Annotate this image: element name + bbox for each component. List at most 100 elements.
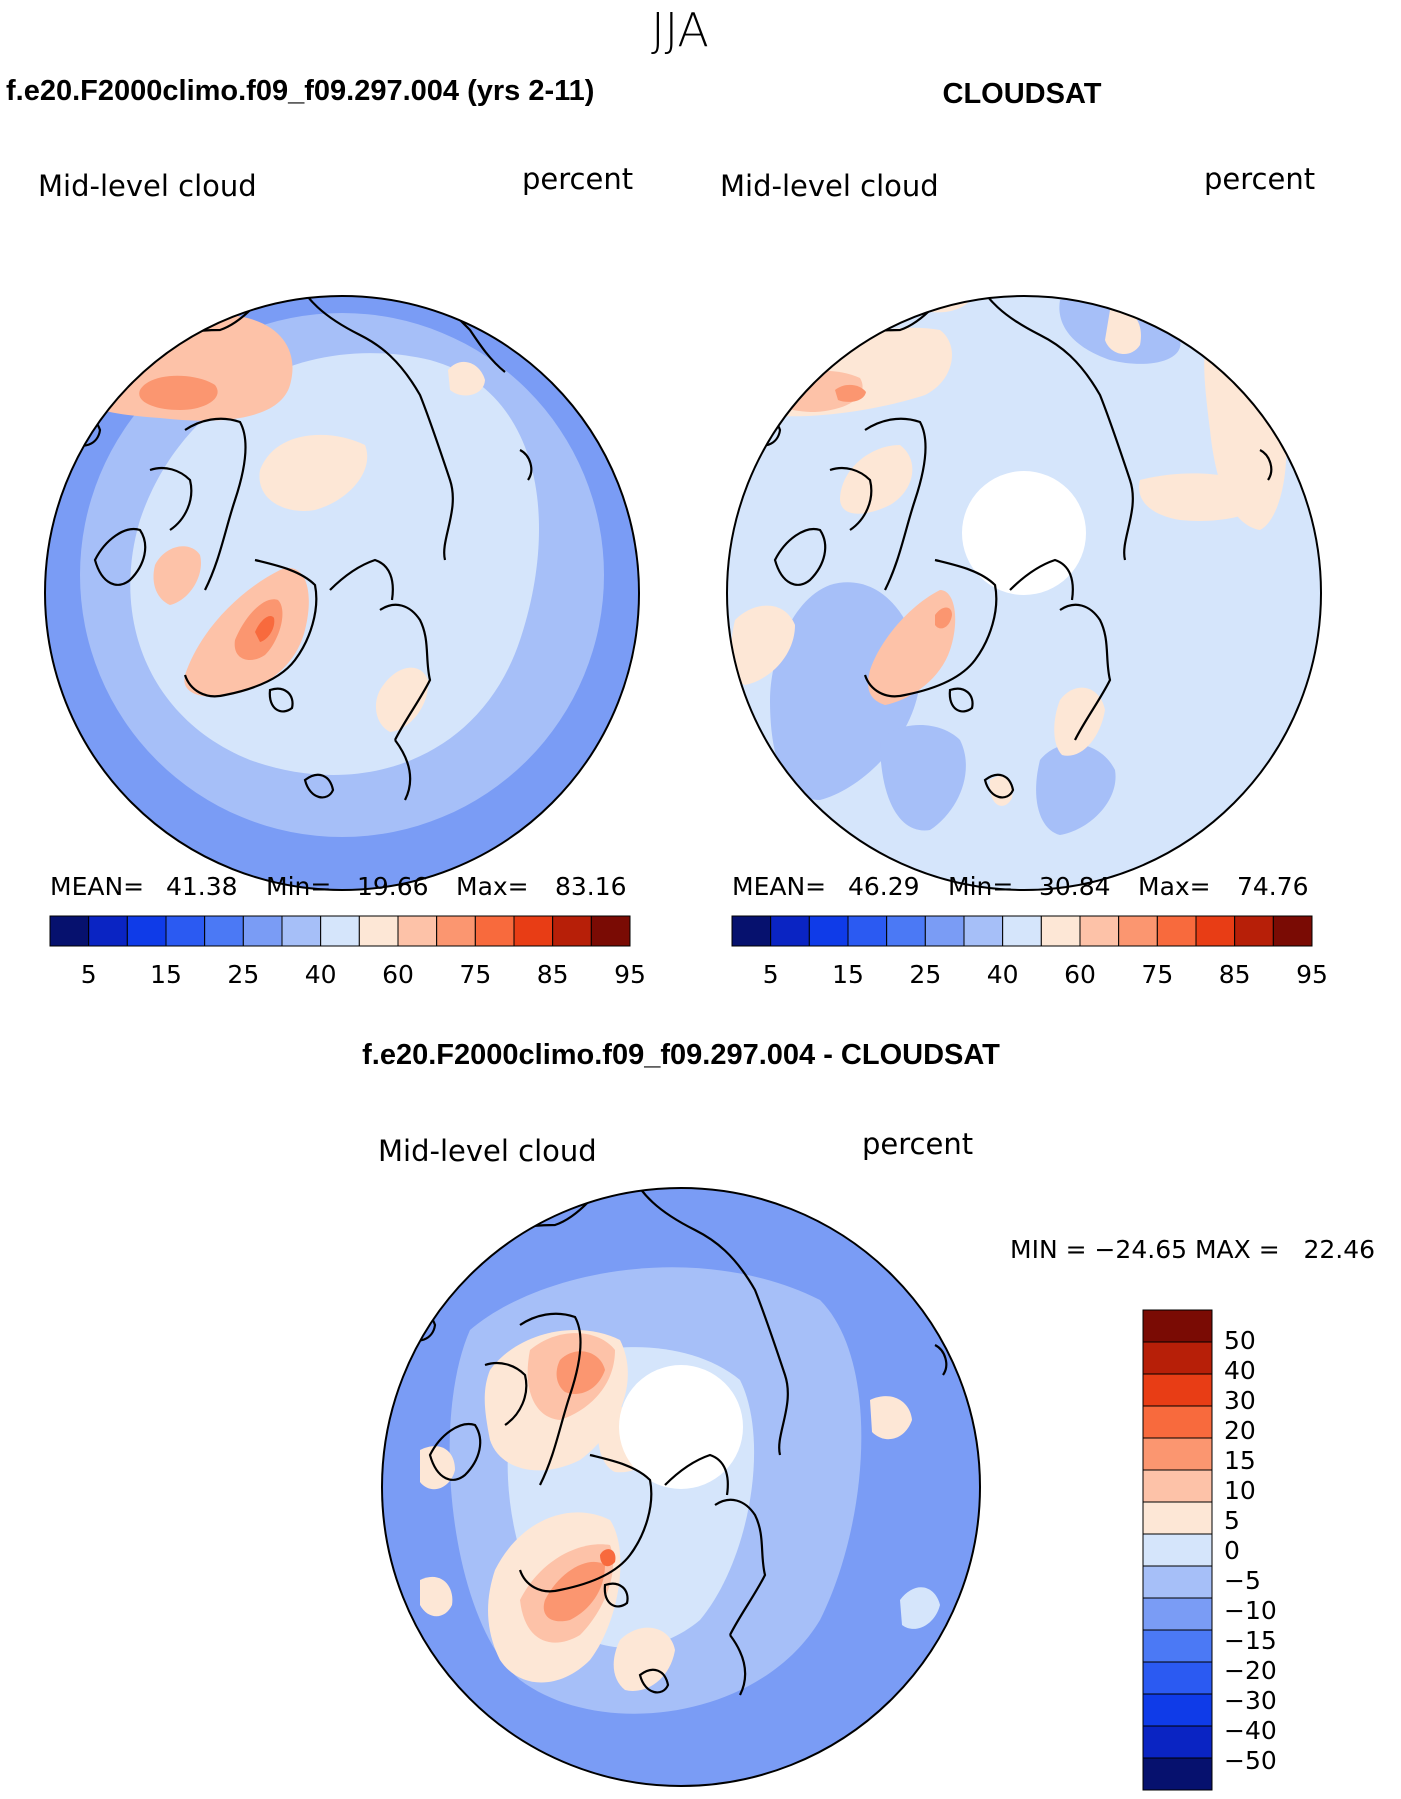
diff-colorbar-swatch-0 — [1142, 1309, 1213, 1343]
diff-colorbar-tick-3: 20 — [1224, 1416, 1256, 1445]
diff-colorbar-swatch-2 — [1142, 1373, 1213, 1407]
model-colorbar-tick-3: 40 — [305, 960, 337, 989]
diff-colorbar-tick-8: −5 — [1224, 1566, 1261, 1595]
model-colorbar-swatch-6 — [281, 915, 322, 947]
obs-colorbar-swatch-10 — [1118, 915, 1158, 947]
model-colorbar-tick-4: 60 — [382, 960, 414, 989]
model-colorbar-swatch-8 — [358, 915, 399, 947]
model-colorbar-swatch-10 — [436, 915, 476, 947]
diff-colorbar-tick-2: 30 — [1224, 1386, 1256, 1415]
obs-colorbar-swatch-14 — [1272, 915, 1313, 947]
diff-colorbar-swatch-7 — [1142, 1533, 1213, 1567]
diff-polar-gap — [619, 1365, 743, 1489]
obs-map — [727, 296, 1321, 890]
obs-max-label: Max= — [1138, 872, 1211, 901]
obs-colorbar: 5 15 25 40 60 75 85 95 — [731, 915, 1328, 989]
obs-colorbar-swatch-9 — [1079, 915, 1120, 947]
model-colorbar-swatch-13 — [552, 915, 592, 947]
diff-colorbar-swatch-5 — [1142, 1469, 1213, 1503]
diff-colorbar-swatch-4 — [1142, 1437, 1213, 1471]
diff-colorbar-tick-0: 50 — [1224, 1326, 1256, 1355]
obs-map-frame — [726, 295, 1322, 891]
model-colorbar-tick-6: 85 — [537, 960, 569, 989]
obs-colorbar-swatch-1 — [770, 915, 810, 947]
diff-colorbar-swatch-3 — [1142, 1405, 1213, 1439]
model-colorbar-swatch-7 — [320, 915, 360, 947]
diff-colorbar-swatch-12 — [1142, 1693, 1213, 1727]
diff-map-frame — [381, 1187, 981, 1787]
diff-colorbar-tick-7: 0 — [1224, 1536, 1240, 1565]
obs-panel-title: CLOUDSAT — [943, 78, 1102, 110]
obs-stats: MEAN= 46.29 Min= 30.84 Max= 74.76 — [732, 872, 1309, 901]
diff-colorbar-tick-1: 40 — [1224, 1356, 1256, 1385]
obs-colorbar-tick-1: 15 — [832, 960, 864, 989]
obs-colorbar-swatch-13 — [1234, 915, 1274, 947]
model-colorbar-tick-7: 95 — [614, 960, 646, 989]
model-colorbar-swatch-14 — [590, 915, 631, 947]
model-min-label: Min= — [266, 872, 331, 901]
model-colorbar-swatch-0 — [49, 915, 90, 947]
diff-colorbar-swatch-6 — [1142, 1501, 1213, 1535]
diff-colorbar-tick-6: 5 — [1224, 1506, 1240, 1535]
model-colorbar-swatch-11 — [474, 915, 515, 947]
model-colorbar-swatch-4 — [204, 915, 244, 947]
diff-colorbar-swatch-11 — [1142, 1661, 1213, 1695]
diff-colorbar-swatch-10 — [1142, 1629, 1213, 1663]
model-variable-label: Mid-level cloud — [38, 169, 257, 203]
model-colorbar-swatch-2 — [126, 915, 167, 947]
model-map — [45, 296, 639, 890]
diff-panel-title: f.e20.F2000climo.f09_f09.297.004 - CLOUD… — [362, 1039, 1000, 1071]
diff-colorbar-tick-5: 10 — [1224, 1476, 1256, 1505]
obs-colorbar-swatch-6 — [963, 915, 1004, 947]
obs-colorbar-swatch-3 — [847, 915, 888, 947]
diff-colorbar-tick-12: −30 — [1224, 1686, 1277, 1715]
diff-colorbar-tick-10: −15 — [1224, 1626, 1277, 1655]
model-stats: MEAN= 41.38 Min= 19.66 Max= 83.16 — [50, 872, 627, 901]
obs-variable-label: Mid-level cloud — [720, 169, 939, 203]
obs-colorbar-swatch-12 — [1195, 915, 1236, 947]
obs-colorbar-tick-5: 75 — [1141, 960, 1173, 989]
model-mean-value: 41.38 — [166, 872, 238, 901]
model-colorbar-swatch-1 — [88, 915, 128, 947]
diff-colorbar-swatch-13 — [1142, 1725, 1213, 1759]
model-max-value: 83.16 — [555, 872, 627, 901]
diff-colorbar-tick-11: −20 — [1224, 1656, 1277, 1685]
obs-colorbar-swatch-5 — [924, 915, 965, 947]
model-colorbar-tick-5: 75 — [459, 960, 491, 989]
obs-colorbar-swatch-8 — [1040, 915, 1081, 947]
obs-colorbar-tick-7: 95 — [1296, 960, 1328, 989]
obs-units-label: percent — [1204, 162, 1315, 196]
model-map-frame — [44, 295, 640, 891]
obs-colorbar-tick-2: 25 — [909, 960, 941, 989]
obs-colorbar-swatch-11 — [1156, 915, 1197, 947]
diff-map — [382, 1188, 980, 1786]
diff-colorbar-swatch-8 — [1142, 1565, 1213, 1599]
model-mean-label: MEAN= — [50, 872, 144, 901]
obs-min-label: Min= — [948, 872, 1013, 901]
diff-colorbar-swatch-9 — [1142, 1597, 1213, 1631]
season-title: JJA — [651, 3, 709, 57]
diff-colorbar-tick-14: −50 — [1224, 1746, 1277, 1775]
diff-units-label: percent — [862, 1127, 973, 1161]
obs-colorbar-tick-0: 5 — [763, 960, 779, 989]
diff-colorbar-tick-13: −40 — [1224, 1716, 1277, 1745]
obs-colorbar-tick-4: 60 — [1064, 960, 1096, 989]
obs-mean-label: MEAN= — [732, 872, 826, 901]
model-colorbar-swatch-12 — [513, 915, 554, 947]
model-colorbar-tick-2: 25 — [227, 960, 259, 989]
obs-polar-gap — [962, 471, 1086, 595]
obs-min-value: 30.84 — [1039, 872, 1111, 901]
diff-colorbar-swatch-14 — [1142, 1757, 1213, 1791]
obs-colorbar-swatch-0 — [731, 915, 772, 947]
model-units-label: percent — [522, 162, 633, 196]
diff-min-max-label: MIN = −24.65 MAX = 22.46 — [1010, 1235, 1375, 1264]
obs-colorbar-swatch-2 — [808, 915, 849, 947]
model-panel-title: f.e20.F2000climo.f09_f09.297.004 (yrs 2-… — [6, 75, 594, 107]
model-colorbar-tick-1: 15 — [150, 960, 182, 989]
obs-colorbar-tick-3: 40 — [987, 960, 1019, 989]
model-max-label: Max= — [456, 872, 529, 901]
model-colorbar-swatch-5 — [242, 915, 283, 947]
model-colorbar: 5 15 25 40 60 75 85 95 — [49, 915, 646, 989]
